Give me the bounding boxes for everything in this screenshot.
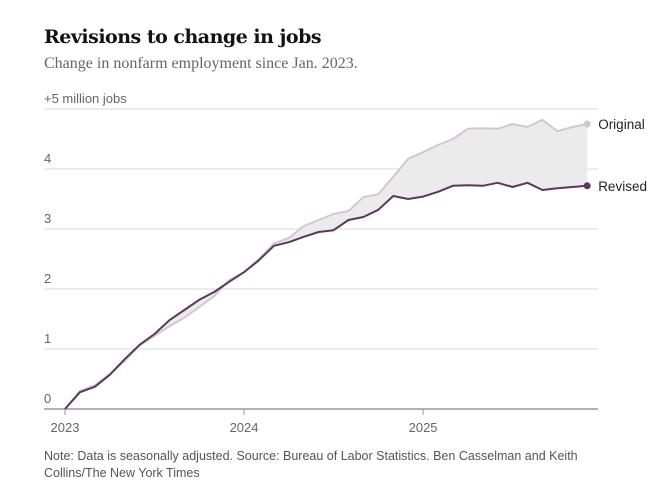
- series-end-dot-revised: [583, 182, 591, 190]
- series-end-dot-original: [583, 120, 591, 128]
- y-tick-label: 1: [44, 331, 51, 346]
- revision-gap-area: [65, 119, 588, 410]
- chart-subtitle: Change in nonfarm employment since Jan. …: [44, 55, 358, 72]
- x-tick-label: 2025: [409, 420, 438, 435]
- source-note: Note: Data is seasonally adjusted. Sourc…: [44, 449, 578, 480]
- series-label-original: Original: [598, 117, 645, 132]
- y-tick-label: 3: [44, 211, 51, 226]
- x-tick-label: 2024: [230, 420, 259, 435]
- chart-title: Revisions to change in jobs: [44, 26, 322, 48]
- x-tick-label: 2023: [51, 420, 80, 435]
- series-label-revised: Revised: [598, 179, 647, 194]
- series-line-original: [64, 118, 588, 410]
- y-tick-label: 2: [44, 271, 51, 286]
- y-tick-label: +5 million jobs: [44, 91, 127, 106]
- y-tick-label: 4: [44, 151, 51, 166]
- series-line-revised: [64, 181, 588, 410]
- y-tick-label: 0: [44, 391, 51, 406]
